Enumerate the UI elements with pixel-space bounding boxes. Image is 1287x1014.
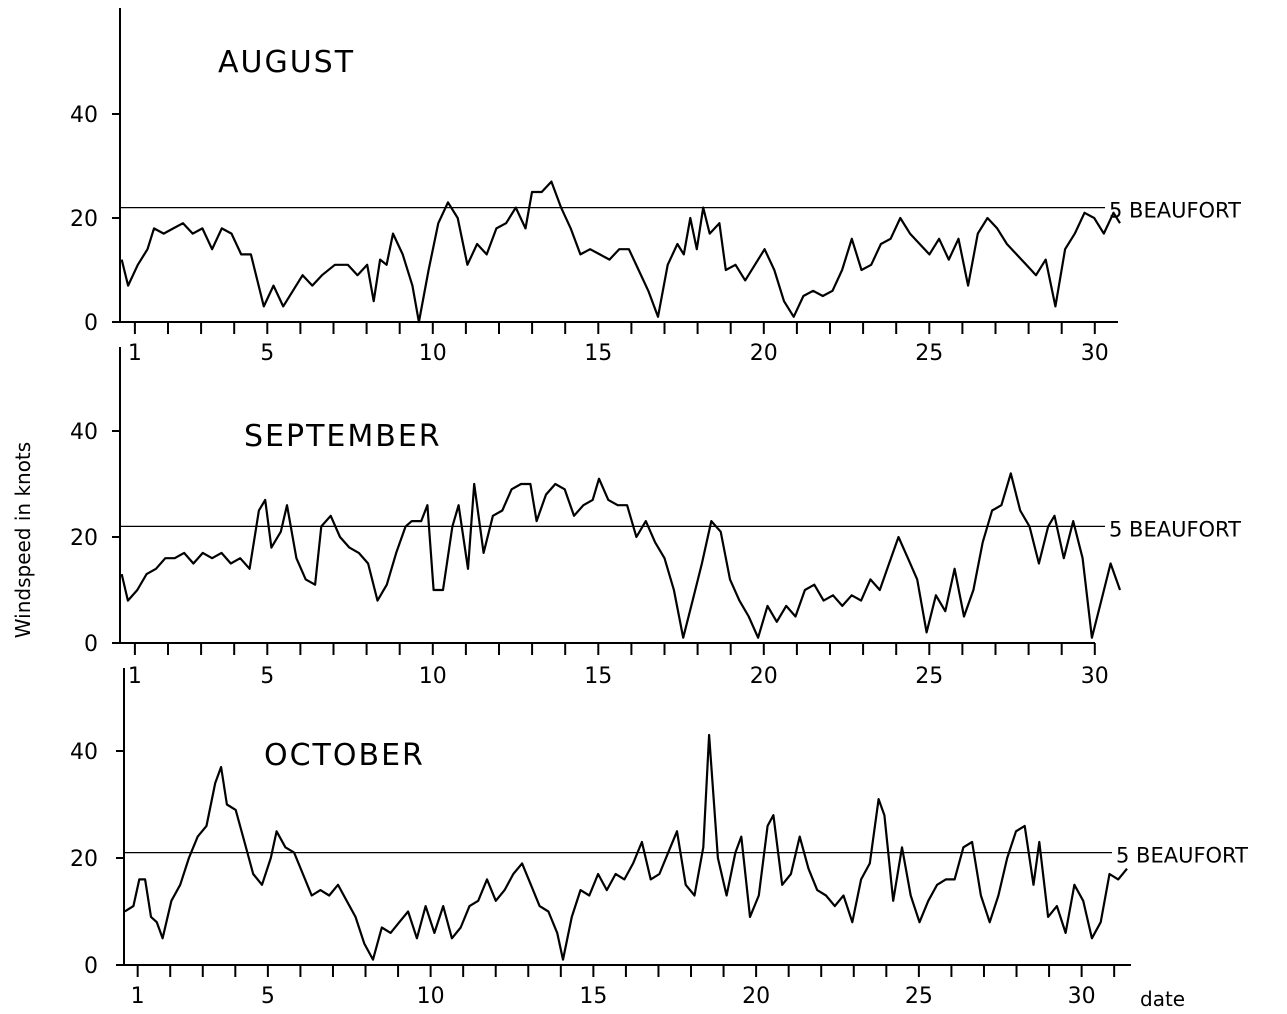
october-x-tick-label-5: 5 <box>261 984 275 1009</box>
september-y-tick-label-40: 40 <box>70 420 98 445</box>
august-x-tick-label-1: 1 <box>128 341 142 366</box>
october-x-tick-label-25: 25 <box>905 984 933 1009</box>
september-x-tick-label-15: 15 <box>584 664 612 689</box>
october-x-tick-label-20: 20 <box>742 984 770 1009</box>
september-x-tick-label-25: 25 <box>915 664 943 689</box>
august-windspeed-series <box>120 180 1121 324</box>
october-y-tick-label-0: 0 <box>84 954 98 979</box>
august-y-tick-label-40: 40 <box>70 103 98 128</box>
september-x-tick-label-5: 5 <box>260 664 274 689</box>
august-title: AUGUST <box>218 45 355 80</box>
august-x-tick-label-15: 15 <box>584 341 612 366</box>
october-title: OCTOBER <box>264 738 425 773</box>
august-x-tick-label-5: 5 <box>260 341 274 366</box>
september-y-tick-label-0: 0 <box>84 632 98 657</box>
september-x-tick-label-1: 1 <box>128 664 142 689</box>
october-y-tick-label-20: 20 <box>70 847 98 872</box>
september-title: SEPTEMBER <box>244 419 442 454</box>
y-axis-title: Windspeed in knots <box>11 442 35 638</box>
august-x-tick-label-30: 30 <box>1081 341 1109 366</box>
august-beaufort-label: 5 BEAUFORT <box>1109 199 1241 223</box>
september-windspeed-series <box>120 472 1122 639</box>
october-beaufort-label: 5 BEAUFORT <box>1116 844 1248 868</box>
august-y-tick-label-0: 0 <box>84 311 98 336</box>
october-y-tick-label-40: 40 <box>70 740 98 765</box>
august-y-tick-label-20: 20 <box>70 207 98 232</box>
september-y-tick-label-20: 20 <box>70 526 98 551</box>
august-x-tick-label-25: 25 <box>915 341 943 366</box>
october-x-tick-label-1: 1 <box>131 984 145 1009</box>
september-beaufort-label: 5 BEAUFORT <box>1109 517 1241 541</box>
september-x-tick-label-10: 10 <box>419 664 447 689</box>
x-axis-title: date <box>1140 987 1185 1011</box>
october-x-tick-label-30: 30 <box>1068 984 1096 1009</box>
october-x-tick-label-15: 15 <box>579 984 607 1009</box>
august-x-tick-label-10: 10 <box>419 341 447 366</box>
september-x-tick-label-30: 30 <box>1081 664 1109 689</box>
august-x-tick-label-20: 20 <box>750 341 778 366</box>
october-x-tick-label-10: 10 <box>417 984 445 1009</box>
september-x-tick-label-20: 20 <box>750 664 778 689</box>
october-windspeed-series <box>124 733 1128 961</box>
